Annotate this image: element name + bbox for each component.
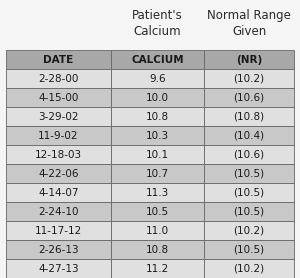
Bar [111, 221, 204, 240]
Bar [111, 183, 204, 202]
Bar [204, 164, 294, 183]
Text: Patient's: Patient's [132, 9, 183, 22]
Text: (10.5): (10.5) [233, 188, 265, 197]
Text: 10.8: 10.8 [146, 245, 169, 254]
Bar [6, 107, 111, 126]
Text: (10.5): (10.5) [233, 207, 265, 217]
Text: (10.5): (10.5) [233, 245, 265, 254]
Text: 2-24-10: 2-24-10 [38, 207, 79, 217]
Bar [111, 202, 204, 221]
Bar [204, 240, 294, 259]
Text: (NR): (NR) [236, 54, 262, 64]
Text: 10.7: 10.7 [146, 168, 169, 178]
Text: (10.2): (10.2) [233, 264, 265, 274]
Bar [6, 50, 111, 69]
Bar [204, 221, 294, 240]
Bar [111, 145, 204, 164]
Bar [6, 145, 111, 164]
Bar [111, 50, 204, 69]
Text: (10.2): (10.2) [233, 225, 265, 235]
Bar [6, 69, 111, 88]
Text: 10.1: 10.1 [146, 150, 169, 160]
Bar [204, 183, 294, 202]
Bar [6, 259, 111, 278]
Bar [6, 88, 111, 107]
Bar [111, 259, 204, 278]
Bar [204, 202, 294, 221]
Bar [204, 259, 294, 278]
Bar [6, 221, 111, 240]
Bar [111, 88, 204, 107]
Bar [111, 107, 204, 126]
Bar [6, 183, 111, 202]
Bar [6, 202, 111, 221]
Text: Given: Given [232, 26, 266, 38]
Bar [204, 145, 294, 164]
Text: 11.0: 11.0 [146, 225, 169, 235]
Text: 4-15-00: 4-15-00 [38, 93, 79, 103]
Text: Calcium: Calcium [134, 26, 181, 38]
Bar [204, 88, 294, 107]
Bar [6, 164, 111, 183]
Bar [6, 240, 111, 259]
Bar [204, 107, 294, 126]
Text: (10.6): (10.6) [233, 150, 265, 160]
Text: 10.8: 10.8 [146, 111, 169, 121]
Text: 4-27-13: 4-27-13 [38, 264, 79, 274]
Bar [204, 126, 294, 145]
Text: (10.4): (10.4) [233, 131, 265, 140]
Bar [111, 164, 204, 183]
Text: 2-28-00: 2-28-00 [38, 74, 79, 83]
Text: 11-9-02: 11-9-02 [38, 131, 79, 140]
Text: (10.6): (10.6) [233, 93, 265, 103]
Text: 2-26-13: 2-26-13 [38, 245, 79, 254]
Text: 12-18-03: 12-18-03 [35, 150, 82, 160]
Text: DATE: DATE [44, 54, 74, 64]
Text: 10.0: 10.0 [146, 93, 169, 103]
Text: 10.5: 10.5 [146, 207, 169, 217]
Bar [204, 50, 294, 69]
Text: (10.5): (10.5) [233, 168, 265, 178]
Bar [204, 69, 294, 88]
Text: CALCIUM: CALCIUM [131, 54, 184, 64]
Text: 4-22-06: 4-22-06 [38, 168, 79, 178]
Text: 4-14-07: 4-14-07 [38, 188, 79, 197]
Text: 11.3: 11.3 [146, 188, 169, 197]
Text: 11.2: 11.2 [146, 264, 169, 274]
Bar [111, 240, 204, 259]
Bar [6, 126, 111, 145]
Text: 11-17-12: 11-17-12 [35, 225, 82, 235]
Text: Normal Range: Normal Range [207, 9, 291, 22]
Bar [111, 69, 204, 88]
Text: 10.3: 10.3 [146, 131, 169, 140]
Bar [111, 126, 204, 145]
Text: (10.8): (10.8) [233, 111, 265, 121]
Text: 9.6: 9.6 [149, 74, 166, 83]
Text: 3-29-02: 3-29-02 [38, 111, 79, 121]
Text: (10.2): (10.2) [233, 74, 265, 83]
